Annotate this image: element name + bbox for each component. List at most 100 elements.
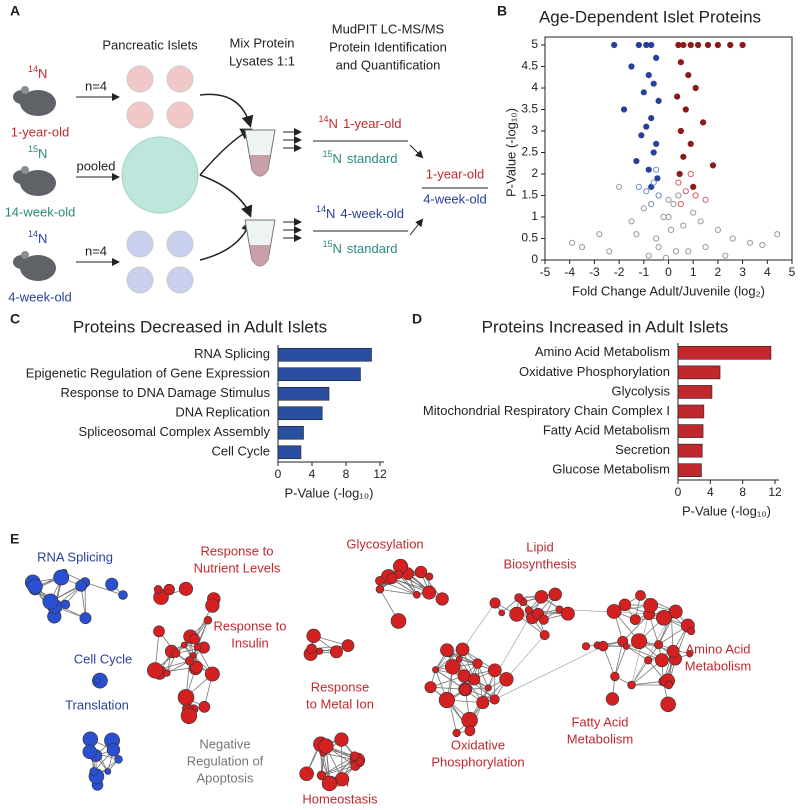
network-node xyxy=(660,696,676,713)
islet xyxy=(166,101,194,129)
category-label: Mitochondrial Respiratory Chain Complex … xyxy=(423,403,670,418)
islet xyxy=(166,65,194,93)
x-tick-label: 8 xyxy=(343,467,350,481)
network-node xyxy=(666,644,680,658)
islet xyxy=(126,101,154,129)
network-node xyxy=(489,694,500,705)
network-node xyxy=(414,565,428,579)
network-node xyxy=(171,648,181,658)
network-node xyxy=(455,642,470,657)
curved-arrow xyxy=(199,128,253,176)
network-node xyxy=(644,656,653,665)
cluster-label: Metabolism xyxy=(567,731,633,746)
network-node xyxy=(153,625,165,638)
x-tick-label: -4 xyxy=(564,265,575,279)
mouse-ear xyxy=(21,166,29,174)
data-point xyxy=(638,132,645,139)
panel-letter: D xyxy=(412,311,422,327)
network-node xyxy=(631,633,648,650)
cluster-label: Apoptosis xyxy=(196,770,254,785)
data-point xyxy=(650,179,657,186)
network-edge xyxy=(494,645,604,700)
isotope-element: N xyxy=(326,206,335,221)
x-tick-label: -5 xyxy=(540,265,551,279)
network-node xyxy=(180,707,198,724)
age-label: 4-week-old xyxy=(8,289,72,304)
network-node xyxy=(654,640,664,650)
data-point xyxy=(628,63,635,70)
network-node xyxy=(635,590,646,601)
plot-frame xyxy=(544,36,793,261)
network-edge xyxy=(614,641,624,677)
bar xyxy=(677,424,704,438)
sample-label: 4-week-old xyxy=(340,206,404,221)
mouse-ear xyxy=(21,86,29,94)
category-label: Cell Cycle xyxy=(211,444,270,459)
network-edge xyxy=(462,602,496,650)
data-point xyxy=(670,201,677,208)
network-edge xyxy=(379,588,417,596)
data-point xyxy=(643,188,650,195)
cluster-label: Response xyxy=(311,679,370,694)
category-label: Amino Acid Metabolism xyxy=(535,344,670,359)
network-node xyxy=(205,598,220,613)
network-edge xyxy=(321,755,355,776)
cluster-label: Ion xyxy=(331,774,349,789)
network-node xyxy=(422,585,437,600)
data-point xyxy=(675,41,682,49)
header: Protein Identification xyxy=(329,39,447,54)
data-point xyxy=(690,209,697,216)
data-point xyxy=(685,72,692,79)
islet xyxy=(166,266,194,294)
network-node xyxy=(185,656,195,666)
isotope-label: 15N standard xyxy=(323,239,398,256)
data-point xyxy=(709,162,717,169)
y-tick-label: 3.5 xyxy=(521,102,538,116)
chart-title: Age-Dependent Islet Proteins xyxy=(539,7,761,26)
network-node xyxy=(177,689,195,706)
data-point xyxy=(665,196,672,203)
tube-fill xyxy=(250,245,270,266)
x-tick-label: 0 xyxy=(275,467,282,481)
x-tick-label: 0 xyxy=(675,485,682,499)
data-point xyxy=(677,127,684,135)
isotope-label: 14N 1-year-old xyxy=(319,114,402,131)
islet xyxy=(126,230,154,258)
data-point xyxy=(729,235,736,242)
header: Pancreatic Islets xyxy=(102,37,198,52)
network-node xyxy=(484,684,492,692)
data-point xyxy=(635,183,642,190)
data-point xyxy=(687,41,694,49)
sample-label: standard xyxy=(347,241,398,256)
bar xyxy=(277,406,323,421)
category-label: Oxidative Phosphorylation xyxy=(519,364,670,379)
data-point xyxy=(675,179,682,186)
curved-arrow xyxy=(199,93,254,128)
y-tick-label: 0 xyxy=(531,252,538,266)
data-point xyxy=(702,244,709,251)
cluster-label: Cell Cycle xyxy=(74,651,133,666)
network-node xyxy=(643,598,659,613)
data-point xyxy=(653,235,660,242)
data-point xyxy=(714,226,722,233)
header: Mix Protein xyxy=(229,35,294,50)
category-label: Epigenetic Regulation of Gene Expression xyxy=(26,366,270,381)
data-point xyxy=(645,166,652,173)
data-point xyxy=(653,166,660,173)
x-tick-label: 2 xyxy=(715,265,722,279)
isotope-label: 14N xyxy=(28,229,47,246)
cluster-label: Negative xyxy=(199,736,250,751)
islet xyxy=(166,230,194,258)
network-node xyxy=(622,643,630,650)
network-edge xyxy=(626,646,649,661)
network-node xyxy=(198,701,211,713)
x-tick-label: 3 xyxy=(739,265,746,279)
step-label: n=4 xyxy=(85,78,107,93)
data-point xyxy=(640,89,647,96)
islet xyxy=(126,65,154,93)
bar xyxy=(277,386,330,401)
network-node xyxy=(425,572,434,581)
network-node xyxy=(539,630,550,641)
